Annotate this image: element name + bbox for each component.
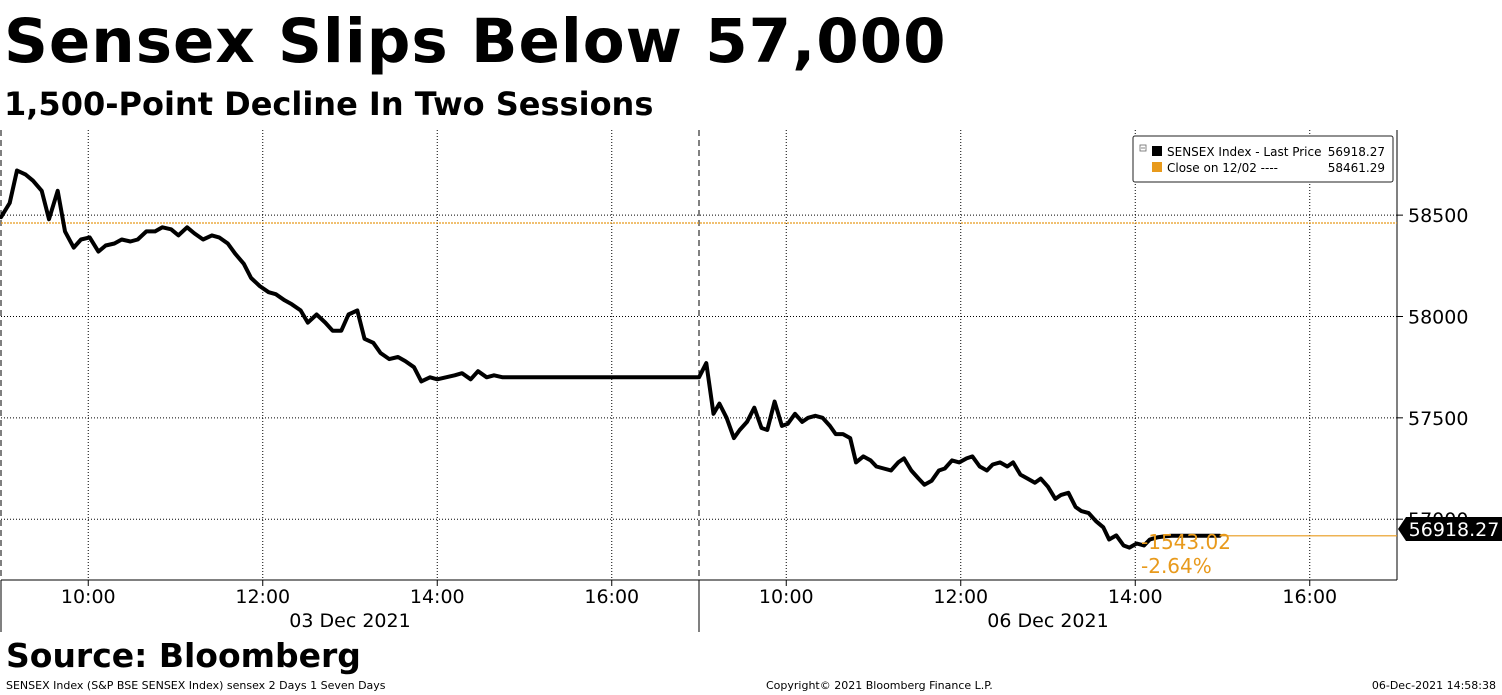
change-label: -1543.02: [1141, 530, 1231, 554]
x-tick-label: 14:00: [1108, 586, 1163, 608]
series-layer: [0, 168, 1397, 550]
date-label: 03 Dec 2021: [289, 610, 410, 632]
x-tick-label: 14:00: [410, 586, 465, 608]
x-tick-label: 16:00: [584, 586, 639, 608]
footer-description: SENSEX Index (S&P BSE SENSEX Index) sens…: [6, 679, 386, 692]
y-tick-label: 58000: [1408, 306, 1468, 328]
axis-layer: [0, 130, 1403, 632]
date-label: 06 Dec 2021: [987, 610, 1108, 632]
legend-marker-last-price: [1152, 146, 1162, 156]
price-line: [0, 168, 1222, 550]
chart-subtitle: 1,500-Point Decline In Two Sessions: [4, 85, 654, 123]
legend-box: [1132, 135, 1394, 183]
x-tick-label: 10:00: [61, 586, 116, 608]
x-tick-label: 16:00: [1282, 586, 1337, 608]
legend-collapse-icon[interactable]: [1139, 144, 1147, 152]
source-label: Source: Bloomberg: [6, 636, 361, 675]
legend: SENSEX Index - Last Price 56918.27 Close…: [1132, 135, 1394, 183]
footer-timestamp: 06-Dec-2021 14:58:38: [1371, 679, 1496, 692]
label-layer: 5700057500580005850010:0012:0014:0016:00…: [61, 205, 1469, 632]
y-tick-label: 58500: [1408, 205, 1468, 227]
x-tick-label: 12:00: [933, 586, 988, 608]
legend-label-last-price: SENSEX Index - Last Price: [1167, 145, 1322, 159]
y-tick-label: 57500: [1408, 408, 1468, 430]
footer-copyright: Copyright© 2021 Bloomberg Finance L.P.: [766, 679, 993, 692]
legend-label-close: Close on 12/02 ----: [1167, 161, 1278, 175]
legend-marker-close: [1152, 162, 1162, 172]
legend-value-last-price: 56918.27: [1328, 145, 1385, 159]
grid-layer: [0, 130, 1397, 580]
legend-value-close: 58461.29: [1328, 161, 1385, 175]
last-price-label: 56918.27: [1409, 519, 1500, 541]
change-pct-label: -2.64%: [1141, 554, 1212, 578]
x-tick-label: 12:00: [235, 586, 290, 608]
chart-title: Sensex Slips Below 57,000: [4, 6, 947, 77]
last-price-tag: 56918.27: [1398, 517, 1502, 541]
x-tick-label: 10:00: [759, 586, 814, 608]
